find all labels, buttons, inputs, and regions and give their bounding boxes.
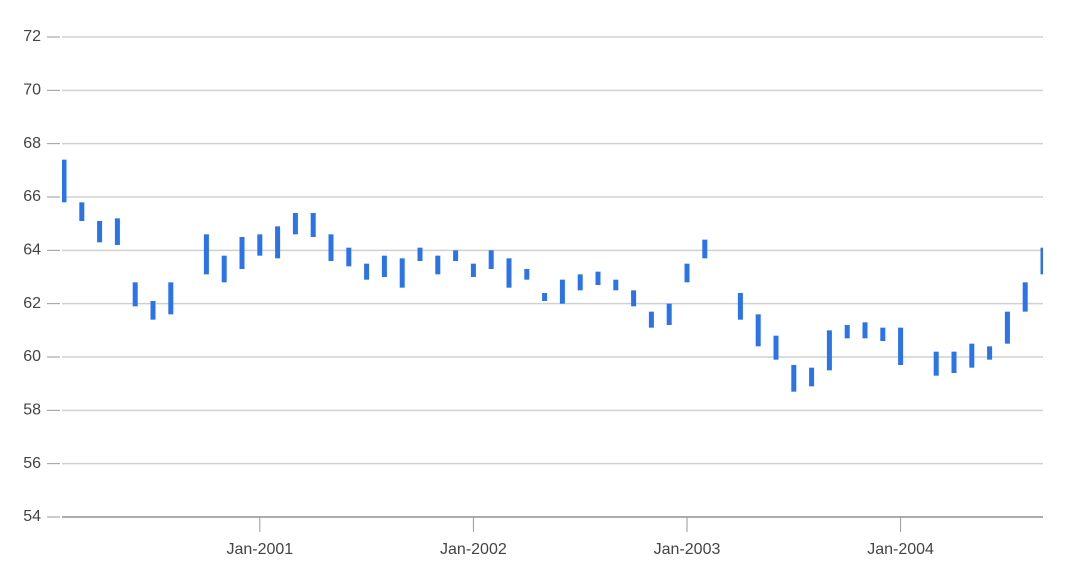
range-bar xyxy=(417,247,423,261)
range-bar xyxy=(257,234,263,256)
range-bar xyxy=(435,255,441,275)
range-bar xyxy=(951,351,957,373)
y-tick-label: 56 xyxy=(23,455,41,472)
range-bar xyxy=(239,237,245,269)
range-bar xyxy=(773,335,779,360)
range-bar xyxy=(666,303,672,325)
range-bar xyxy=(488,250,494,269)
range-bar xyxy=(987,346,993,360)
range-bar xyxy=(898,327,904,365)
range-bar xyxy=(880,327,886,341)
y-tick-label: 64 xyxy=(23,242,41,259)
range-bar xyxy=(702,239,708,259)
y-tick-label: 60 xyxy=(23,348,41,365)
range-bar xyxy=(524,269,530,280)
y-tick-label: 72 xyxy=(23,28,41,45)
range-bar xyxy=(346,247,352,267)
range-bar xyxy=(577,274,583,291)
range-bar xyxy=(595,271,601,285)
range-bar xyxy=(470,263,476,277)
range-bar xyxy=(292,213,298,235)
range-bar xyxy=(826,330,832,371)
range-bar xyxy=(310,213,316,237)
x-tick-label: Jan-2001 xyxy=(226,541,293,558)
y-tick-label: 68 xyxy=(23,135,41,152)
range-bar xyxy=(648,311,654,328)
range-bar xyxy=(969,343,975,368)
range-bar xyxy=(453,250,459,261)
range-bar xyxy=(737,293,743,320)
range-bar xyxy=(559,279,565,304)
range-bar xyxy=(1004,311,1010,344)
range-bar xyxy=(381,255,387,277)
y-tick-label: 70 xyxy=(23,82,41,99)
range-bar xyxy=(275,226,281,259)
range-bar xyxy=(97,221,103,243)
grid: 54 56 58 60 62 64 66 68 70 72 Jan-2001 Jan-2002 Jan-… xyxy=(23,28,1043,558)
range-bar xyxy=(1040,247,1043,275)
y-tick-label: 54 xyxy=(23,508,41,525)
range-bar xyxy=(613,279,619,291)
range-bar xyxy=(844,325,850,339)
range-bar xyxy=(791,365,797,392)
range-bar xyxy=(631,290,637,307)
range-bar xyxy=(399,258,405,288)
range-bar xyxy=(168,282,174,315)
x-tick-label: Jan-2004 xyxy=(867,541,934,558)
range-bar xyxy=(114,218,120,245)
y-tick-label: 58 xyxy=(23,402,41,419)
range-bar xyxy=(364,263,370,280)
range-bar xyxy=(79,202,85,221)
range-bar xyxy=(150,301,156,320)
range-bar xyxy=(542,293,548,301)
range-bar xyxy=(132,282,138,307)
range-bar xyxy=(506,258,512,288)
range-bar xyxy=(933,351,939,376)
range-bar xyxy=(203,234,209,275)
range-bar xyxy=(809,367,815,387)
y-tick-label: 62 xyxy=(23,295,41,312)
x-tick-label: Jan-2003 xyxy=(654,541,721,558)
range-bar xyxy=(862,322,868,339)
range-bar xyxy=(1022,282,1028,312)
range-bar xyxy=(328,234,334,261)
range-bar xyxy=(755,314,761,347)
range-bar xyxy=(221,255,227,283)
x-tick-label: Jan-2002 xyxy=(440,541,507,558)
bars xyxy=(62,159,1043,392)
y-tick-label: 66 xyxy=(23,188,41,205)
range-bar xyxy=(684,263,690,283)
range-bar xyxy=(62,159,67,203)
